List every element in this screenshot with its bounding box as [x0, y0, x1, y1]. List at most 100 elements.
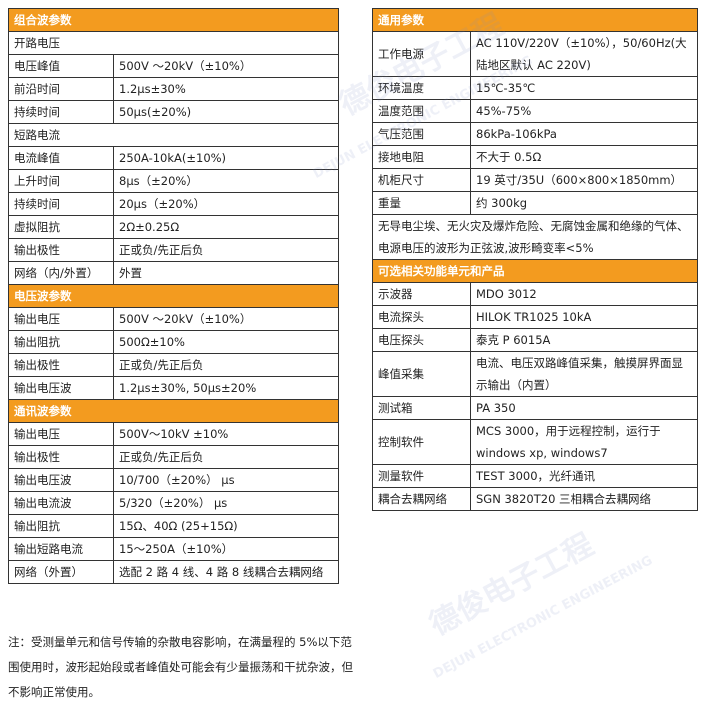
param-label: 电流峰值: [8, 146, 114, 170]
section-title: 通讯波参数: [8, 399, 339, 423]
param-label: 输出阻抗: [8, 330, 114, 354]
param-label: 持续时间: [8, 192, 114, 216]
row: 工作电源 AC 110V/220V（±10%），50/60Hz(大陆地区默认 AC…: [372, 31, 698, 77]
row: 输出电流波 5/320（±20%） μs: [8, 491, 339, 515]
param-label: 输出阻抗: [8, 514, 114, 538]
param-value: 45%-75%: [470, 99, 698, 123]
param-label: 测试箱: [372, 396, 471, 420]
section-title: 组合波参数: [8, 8, 339, 32]
param-value: 500V ～20kV（±10%）: [113, 307, 339, 331]
row: 电压峰值 500V ～20kV（±10%）: [8, 54, 339, 78]
row: 网络（外置） 选配 2 路 4 线、4 路 8 线耦合去耦网络: [8, 560, 339, 584]
param-label: 输出极性: [8, 445, 114, 469]
param-label: 虚拟阻抗: [8, 215, 114, 239]
param-label: 耦合去耦网络: [372, 487, 471, 511]
row: 虚拟阻抗 2Ω±0.25Ω: [8, 215, 339, 239]
row-text: 开路电压: [8, 31, 339, 55]
section-header: 通讯波参数: [8, 399, 339, 423]
row: 无导电尘埃、无火灾及爆炸危险、无腐蚀金属和绝缘的气体、电源电压的波形为正弦波,波…: [372, 214, 698, 260]
param-label: 电压峰值: [8, 54, 114, 78]
row: 输出电压波 1.2μs±30%, 50μs±20%: [8, 376, 339, 400]
row: 开路电压: [8, 31, 339, 55]
row-text: 无导电尘埃、无火灾及爆炸危险、无腐蚀金属和绝缘的气体、电源电压的波形为正弦波,波…: [372, 214, 698, 260]
param-value: 5/320（±20%） μs: [113, 491, 339, 515]
param-label: 网络（外置）: [8, 560, 114, 584]
param-value: 外置: [113, 261, 339, 285]
param-value: MCS 3000，用于远程控制，运行于 windows xp, windows7: [470, 419, 698, 465]
param-label: 气压范围: [372, 122, 471, 146]
row: 电流探头 HILOK TR1025 10kA: [372, 305, 698, 329]
param-label: 机柜尺寸: [372, 168, 471, 192]
param-value: 15～250A（±10%）: [113, 537, 339, 561]
param-value: 电流、电压双路峰值采集，触摸屏界面显示输出（内置）: [470, 351, 698, 397]
section-title: 可选相关功能单元和产品: [372, 259, 698, 283]
param-value: 不大于 0.5Ω: [470, 145, 698, 169]
row: 输出极性 正或负/先正后负: [8, 238, 339, 262]
row: 持续时间 20μs（±20%）: [8, 192, 339, 216]
param-label: 重量: [372, 191, 471, 215]
param-label: 输出电压波: [8, 376, 114, 400]
row: 输出极性 正或负/先正后负: [8, 353, 339, 377]
param-value: 选配 2 路 4 线、4 路 8 线耦合去耦网络: [113, 560, 339, 584]
param-label: 温度范围: [372, 99, 471, 123]
param-value: 500Ω±10%: [113, 330, 339, 354]
param-value: 250A-10kA(±10%): [113, 146, 339, 170]
param-label: 接地电阻: [372, 145, 471, 169]
section-header: 通用参数: [372, 8, 698, 32]
section-title: 通用参数: [372, 8, 698, 32]
row: 温度范围 45%-75%: [372, 99, 698, 123]
param-value: TEST 3000，光纤通讯: [470, 464, 698, 488]
param-label: 输出短路电流: [8, 537, 114, 561]
row: 持续时间 50μs(±20%): [8, 100, 339, 124]
row: 输出极性 正或负/先正后负: [8, 445, 339, 469]
row: 输出电压 500V～10kV ±10%: [8, 422, 339, 446]
section-title: 电压波参数: [8, 284, 339, 308]
row: 电压探头 泰克 P 6015A: [372, 328, 698, 352]
param-label: 工作电源: [372, 31, 471, 77]
param-value: AC 110V/220V（±10%），50/60Hz(大陆地区默认 AC 220…: [470, 31, 698, 77]
row: 环境温度 15℃-35℃: [372, 76, 698, 100]
param-value: 15Ω、40Ω (25+15Ω): [113, 514, 339, 538]
param-value: 50μs(±20%): [113, 100, 339, 124]
param-value: 500V ～20kV（±10%）: [113, 54, 339, 78]
row: 接地电阻 不大于 0.5Ω: [372, 145, 698, 169]
param-value: 正或负/先正后负: [113, 445, 339, 469]
row: 上升时间 8μs（±20%）: [8, 169, 339, 193]
row: 测试箱 PA 350: [372, 396, 698, 420]
param-label: 输出极性: [8, 353, 114, 377]
param-label: 测量软件: [372, 464, 471, 488]
section-header: 可选相关功能单元和产品: [372, 259, 698, 283]
right-table: 通用参数 工作电源 AC 110V/220V（±10%），50/60Hz(大陆地区默…: [372, 8, 698, 511]
row: 输出短路电流 15～250A（±10%）: [8, 537, 339, 561]
row-text: 短路电流: [8, 123, 339, 147]
param-value: 20μs（±20%）: [113, 192, 339, 216]
param-label: 输出电流波: [8, 491, 114, 515]
row: 输出阻抗 15Ω、40Ω (25+15Ω): [8, 514, 339, 538]
param-value: 500V～10kV ±10%: [113, 422, 339, 446]
param-label: 电流探头: [372, 305, 471, 329]
row: 重量约 300kg: [372, 191, 698, 215]
row: 短路电流: [8, 123, 339, 147]
param-value: 正或负/先正后负: [113, 353, 339, 377]
param-label: 持续时间: [8, 100, 114, 124]
row: 峰值采集 电流、电压双路峰值采集，触摸屏界面显示输出（内置）: [372, 351, 698, 397]
param-label: 示波器: [372, 282, 471, 306]
param-value: 约 300kg: [470, 191, 698, 215]
row: 耦合去耦网络 SGN 3820T20 三相耦合去耦网络: [372, 487, 698, 511]
param-label: 网络（内/外置）: [8, 261, 114, 285]
param-label: 环境温度: [372, 76, 471, 100]
row: 控制软件 MCS 3000，用于远程控制，运行于 windows xp, wind…: [372, 419, 698, 465]
param-value: 泰克 P 6015A: [470, 328, 698, 352]
left-table: 组合波参数 开路电压 电压峰值 500V ～20kV（±10%） 前沿时间 1.2μs±3…: [8, 8, 339, 584]
row: 电流峰值 250A-10kA(±10%): [8, 146, 339, 170]
param-value: 2Ω±0.25Ω: [113, 215, 339, 239]
row: 输出电压波 10/700（±20%） μs: [8, 468, 339, 492]
note: 注：受测量单元和信号传输的杂散电容影响，在满量程的 5%以下范围使用时，波形起始…: [8, 635, 353, 699]
param-label: 电压探头: [372, 328, 471, 352]
section-header: 电压波参数: [8, 284, 339, 308]
row: 输出电压 500V ～20kV（±10%）: [8, 307, 339, 331]
param-value: 15℃-35℃: [470, 76, 698, 100]
param-label: 输出极性: [8, 238, 114, 262]
param-value: 8μs（±20%）: [113, 169, 339, 193]
